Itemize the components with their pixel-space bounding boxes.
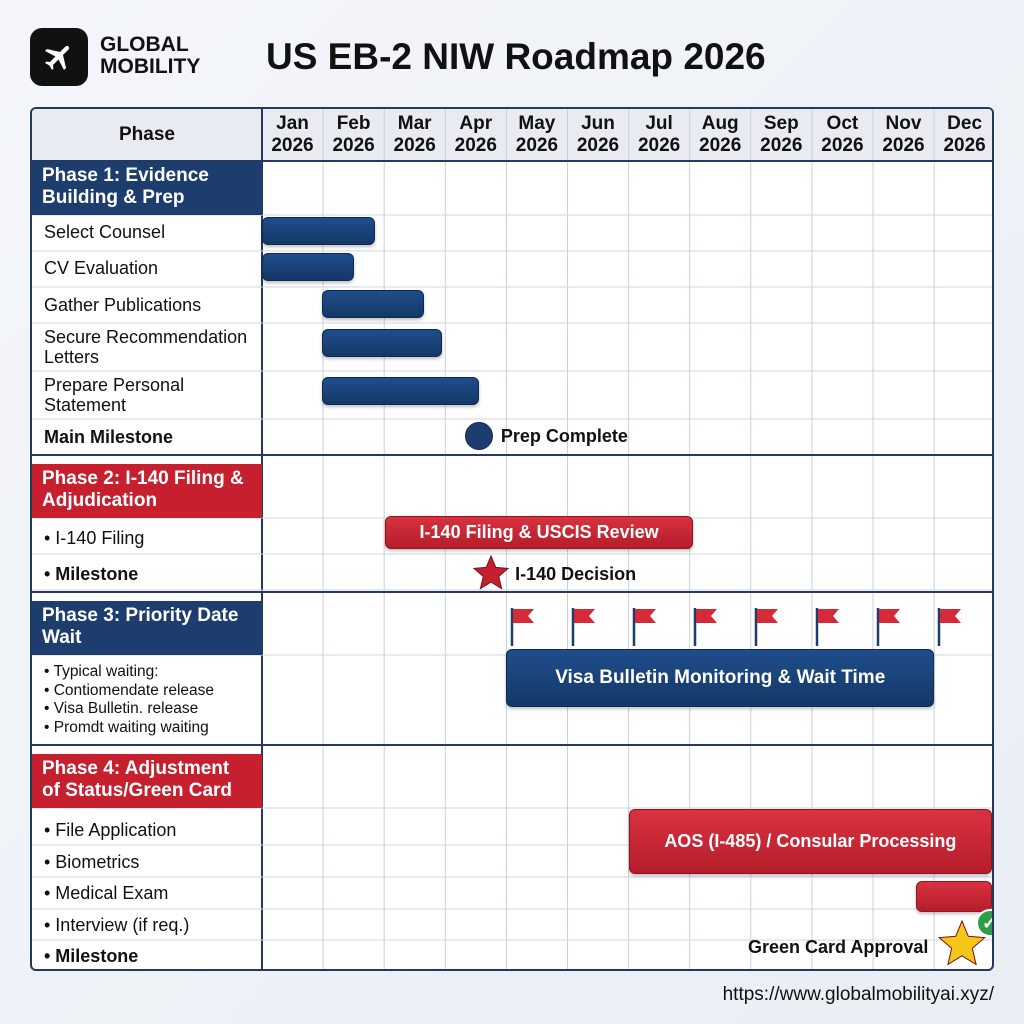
month-header: Oct 2026 (812, 113, 873, 157)
month-header: Sep 2026 (751, 113, 812, 157)
logo (30, 28, 88, 86)
note-item: • Visa Bulletin. release (44, 700, 199, 717)
month-year: 2026 (760, 135, 803, 156)
month-header: Jul 2026 (629, 113, 690, 157)
milestone-star (472, 554, 510, 590)
phase2-title: Phase 2: I-140 Filing & Adjudication (32, 464, 262, 518)
milestone-label: Main Milestone (44, 427, 174, 447)
month-year: 2026 (332, 135, 375, 156)
month-year: 2026 (943, 135, 986, 156)
phase3-title: Phase 3: Priority Date Wait (32, 601, 262, 655)
flag-icon (937, 608, 962, 646)
month-year: 2026 (454, 135, 497, 156)
month-header: Jun 2026 (568, 113, 629, 157)
month-name: Feb (336, 113, 371, 134)
note-item: • Typical waiting: (44, 663, 159, 680)
month-year: 2026 (393, 135, 436, 156)
task-bar: AOS (I-485) / Consular Processing (628, 809, 992, 874)
month-header: Dec 2026 (934, 113, 992, 157)
month-name: Aug (701, 113, 739, 134)
month-year: 2026 (515, 135, 559, 156)
month-header: Mar 2026 (384, 113, 445, 157)
month-year: 2026 (271, 135, 314, 156)
flag-icon (571, 608, 595, 646)
flag-icon (510, 608, 534, 646)
milestone-text: Green Card Approval (748, 937, 929, 957)
month-name: Dec (947, 113, 983, 134)
flag-icon (632, 608, 656, 646)
header-background (32, 109, 992, 161)
brand-line-2: MOBILITY (100, 55, 201, 78)
month-header: Jan 2026 (262, 113, 323, 157)
gantt-chart: Phase Jan 2026 Feb 2026 Mar 2026 Apr 2026 May 202… (30, 107, 994, 971)
task-label: Secure Recommendation Letters (44, 327, 248, 367)
month-name: Mar (397, 113, 432, 134)
phase4-title: Phase 4: Adjustment of Status/Green Card (32, 754, 262, 808)
task-label: • Interview (if req.) (44, 915, 190, 935)
month-header: Feb 2026 (323, 113, 384, 157)
flag-icon (876, 608, 901, 646)
task-label: CV Evaluation (44, 258, 159, 278)
milestone-star (937, 919, 986, 966)
month-name: Apr (459, 113, 493, 134)
month-name: Nov (885, 113, 922, 134)
month-header: May 2026 (506, 113, 567, 157)
month-header: Apr 2026 (445, 113, 506, 157)
month-name: Jun (581, 113, 615, 134)
task-label: • Biometrics (44, 852, 140, 872)
task-label: • I-140 Filing (44, 528, 145, 548)
month-name: Jan (276, 113, 309, 134)
month-header: Nov 2026 (873, 113, 934, 157)
milestone-text: Prep Complete (500, 426, 628, 446)
task-bar (915, 881, 992, 912)
phase1-title: Phase 1: Evidence Building & Prep (32, 161, 262, 215)
month-year: 2026 (821, 135, 864, 156)
task-label: • Medical Exam (44, 883, 169, 903)
airplane-icon (44, 45, 70, 71)
month-name: Jul (645, 113, 673, 134)
brand-line-1: GLOBAL (100, 33, 189, 56)
note-item: • Promdt waiting waiting (44, 718, 209, 736)
task-bar (262, 253, 354, 281)
month-year: 2026 (882, 135, 925, 156)
task-label: Gather Publications (44, 295, 202, 315)
header-phase: Phase (119, 124, 175, 145)
milestone-circle (464, 422, 493, 450)
task-bar: Visa Bulletin Monitoring & Wait Time (506, 649, 935, 707)
month-year: 2026 (576, 135, 620, 156)
milestone-text: I-140 Decision (515, 564, 637, 584)
page-title: US EB-2 NIW Roadmap 2026 (266, 36, 766, 77)
task-bar (321, 377, 479, 405)
task-bar: I-140 Filing & USCIS Review (385, 516, 693, 549)
flag-icon (693, 608, 717, 646)
month-name: Oct (826, 113, 859, 134)
task-label: • File Application (44, 820, 177, 840)
footer-url[interactable]: https://www.globalmobilityai.xyz/ (722, 984, 994, 1005)
task-bar (321, 329, 443, 357)
month-name: Sep (763, 113, 799, 134)
month-name: May (518, 113, 556, 134)
phase3-notes: • Typical waiting: • Contiomendate relea… (44, 663, 214, 737)
milestone-label: • Milestone (44, 564, 139, 584)
flag-icon (754, 608, 778, 646)
month-year: 2026 (699, 135, 742, 156)
brand-name: GLOBAL MOBILITY (100, 34, 200, 78)
note-item: • Contiomendate release (44, 681, 215, 699)
milestone-label: • Milestone (44, 946, 139, 966)
task-bar (321, 290, 424, 318)
flag-icon (815, 608, 839, 646)
task-bar (262, 217, 376, 245)
month-header: Aug 2026 (690, 113, 751, 157)
task-label: Prepare Personal Statement (44, 375, 185, 415)
task-label: Select Counsel (44, 222, 166, 242)
month-year: 2026 (637, 135, 681, 156)
